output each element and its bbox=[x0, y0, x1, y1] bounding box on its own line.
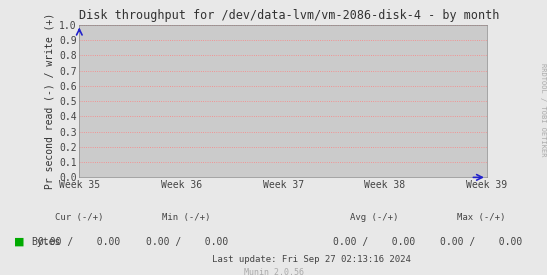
Text: Max (-/+): Max (-/+) bbox=[457, 213, 505, 222]
Y-axis label: Pr second read (-) / write (+): Pr second read (-) / write (+) bbox=[45, 13, 55, 189]
Text: 0.00 /    0.00: 0.00 / 0.00 bbox=[440, 237, 522, 247]
Text: ■: ■ bbox=[14, 237, 24, 247]
Text: Bytes: Bytes bbox=[31, 237, 61, 247]
Text: 0.00 /    0.00: 0.00 / 0.00 bbox=[146, 237, 228, 247]
Text: Avg (-/+): Avg (-/+) bbox=[350, 213, 398, 222]
Text: 0.00 /    0.00: 0.00 / 0.00 bbox=[38, 237, 120, 247]
Text: Min (-/+): Min (-/+) bbox=[162, 213, 211, 222]
Text: RRDTOOL / TOBI OETIKER: RRDTOOL / TOBI OETIKER bbox=[540, 63, 546, 157]
Text: Munin 2.0.56: Munin 2.0.56 bbox=[243, 268, 304, 275]
Text: Disk throughput for /dev/data-lvm/vm-2086-disk-4 - by month: Disk throughput for /dev/data-lvm/vm-208… bbox=[79, 9, 500, 22]
Text: Last update: Fri Sep 27 02:13:16 2024: Last update: Fri Sep 27 02:13:16 2024 bbox=[212, 255, 411, 264]
Text: Cur (-/+): Cur (-/+) bbox=[55, 213, 103, 222]
Text: 0.00 /    0.00: 0.00 / 0.00 bbox=[333, 237, 415, 247]
